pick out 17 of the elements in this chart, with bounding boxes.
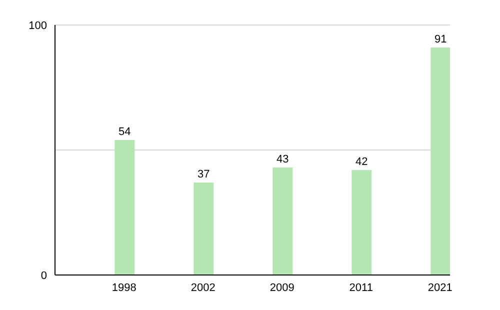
y-tick-label: 100 bbox=[28, 20, 47, 32]
x-tick-label: 1998 bbox=[112, 282, 136, 294]
y-tick-label: 0 bbox=[40, 270, 47, 282]
data-label: 91 bbox=[434, 34, 447, 46]
data-label: 37 bbox=[198, 168, 210, 180]
data-label: 42 bbox=[356, 156, 368, 168]
x-tick-label: 2011 bbox=[349, 282, 373, 294]
bar bbox=[430, 48, 450, 275]
bar bbox=[114, 140, 135, 275]
bar bbox=[272, 168, 293, 275]
data-label: 54 bbox=[118, 126, 131, 138]
x-tick-label: 2021 bbox=[428, 282, 452, 294]
x-tick-label: 2002 bbox=[190, 282, 216, 294]
data-label: 43 bbox=[276, 154, 289, 166]
bar bbox=[194, 182, 214, 275]
bar bbox=[352, 170, 372, 275]
x-tick-label: 2009 bbox=[270, 282, 294, 294]
